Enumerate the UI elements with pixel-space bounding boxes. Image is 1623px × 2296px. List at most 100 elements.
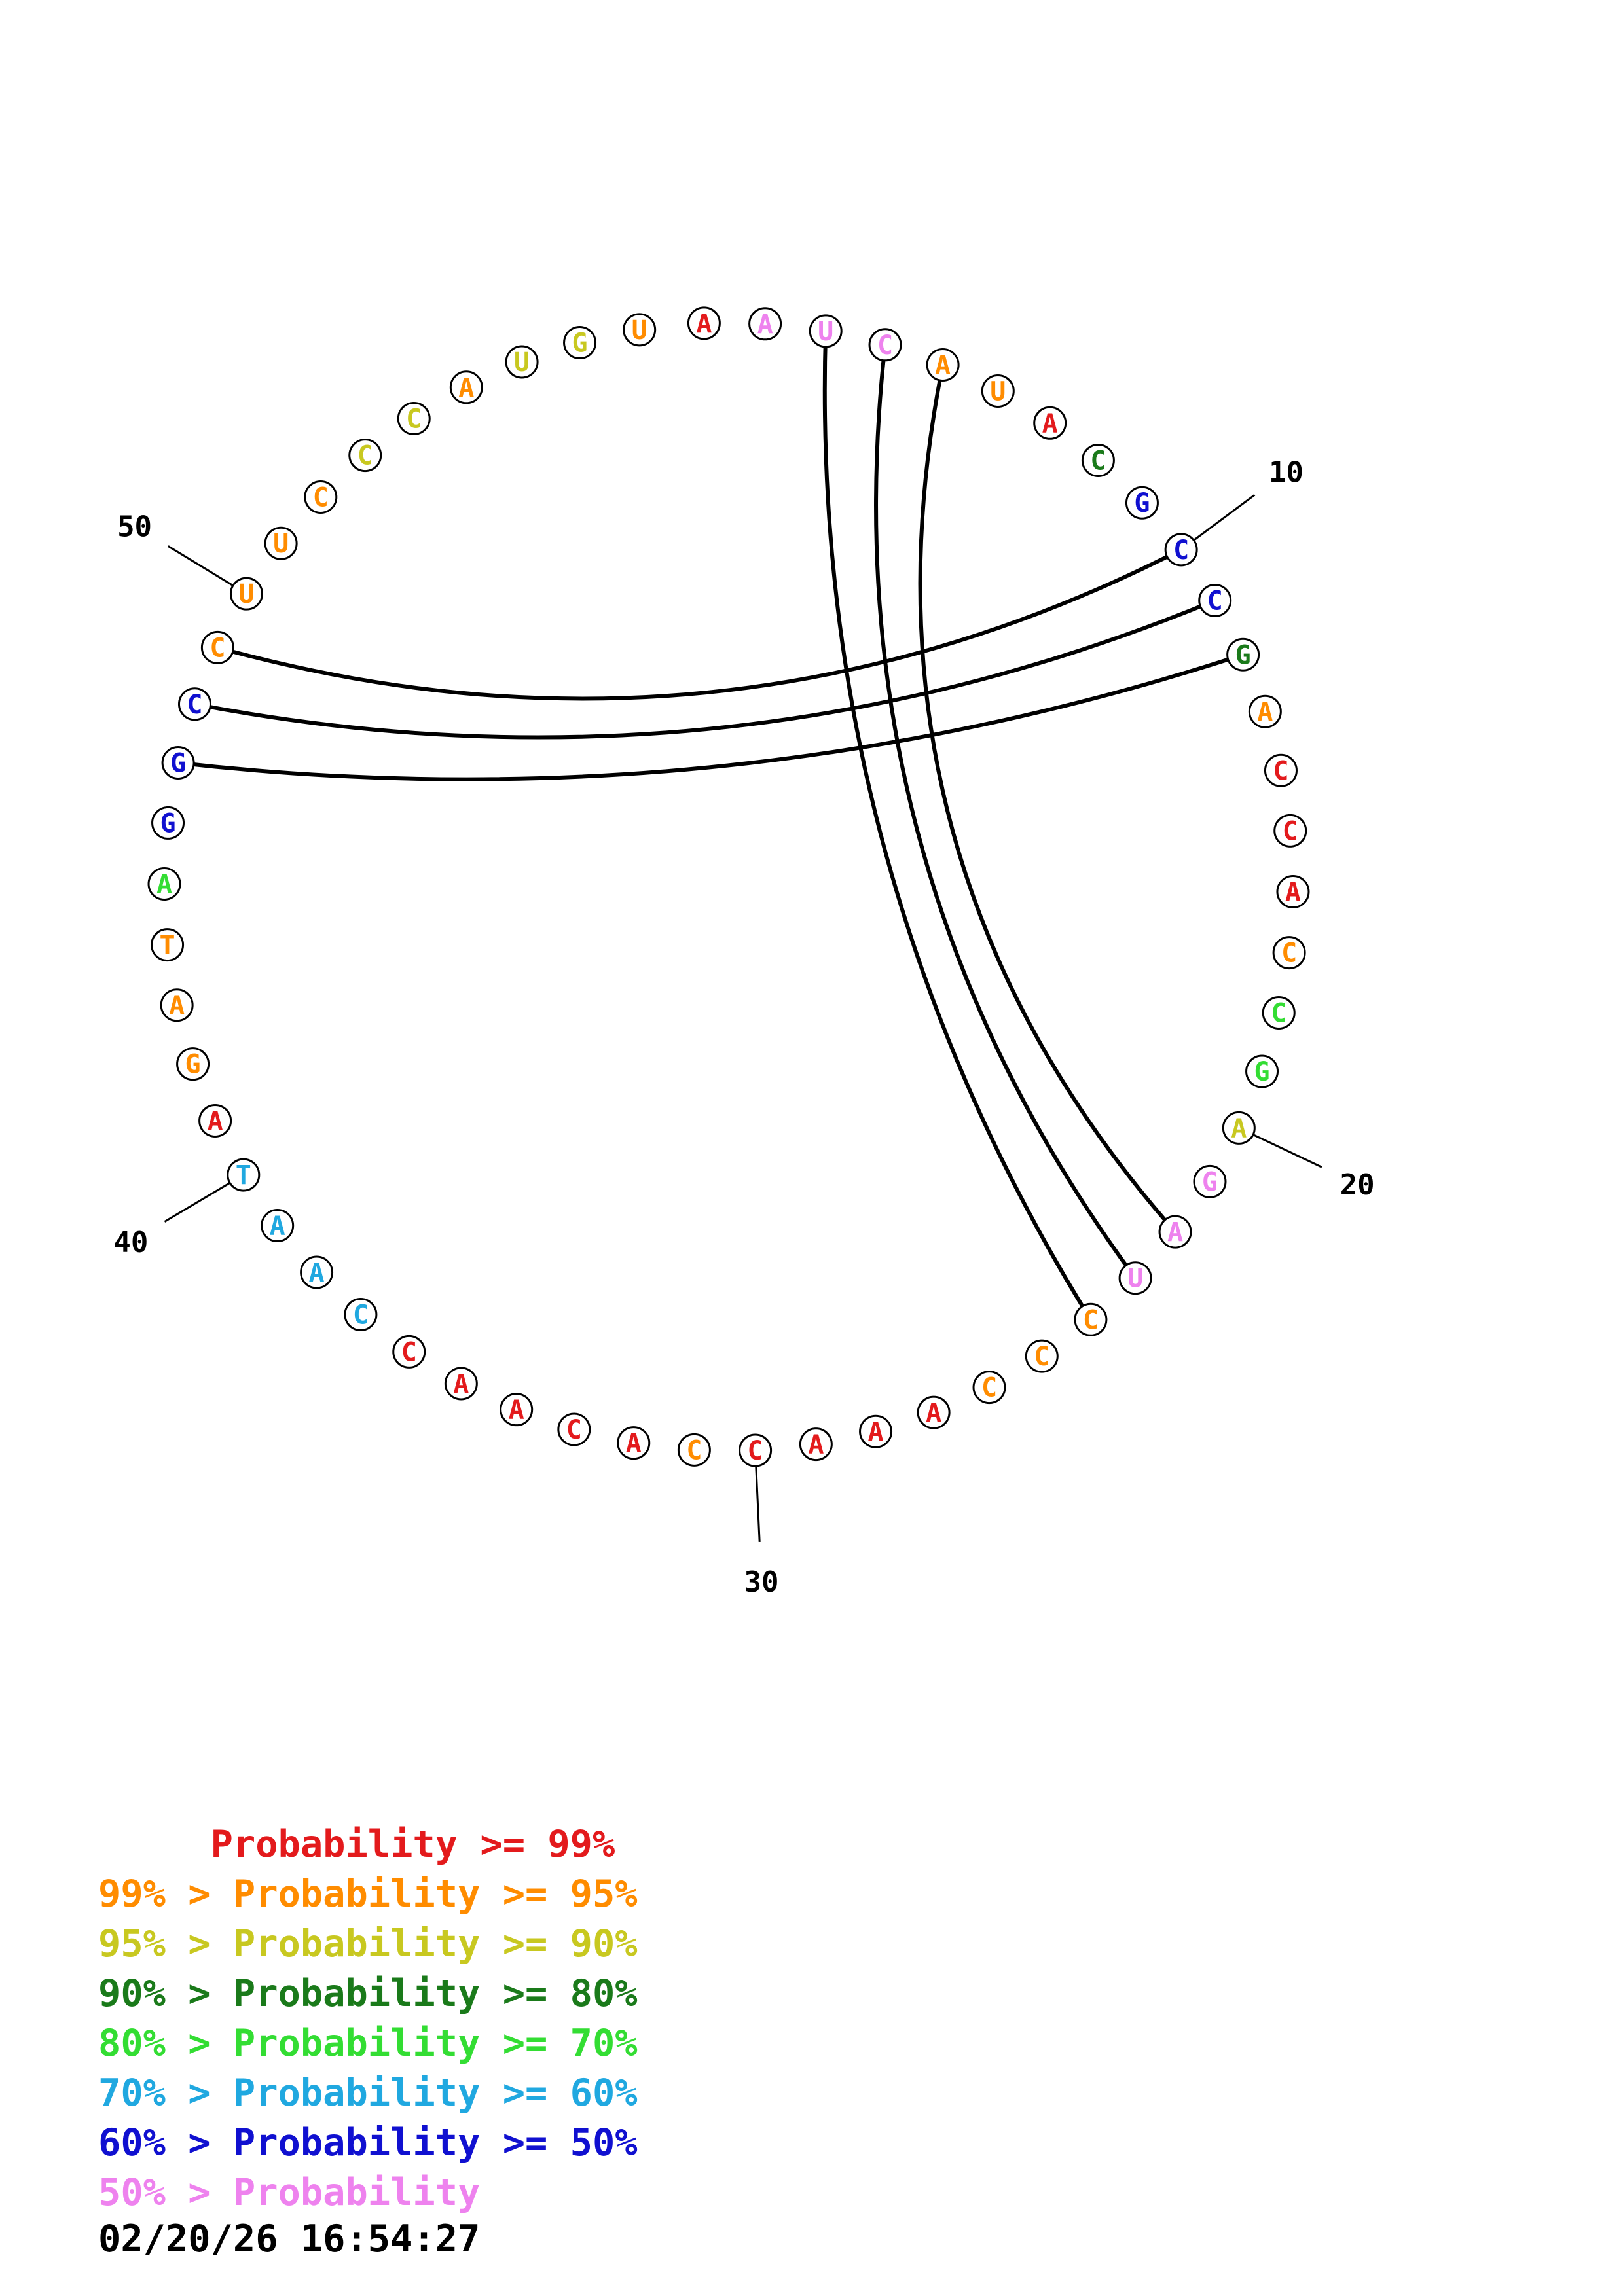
nucleotide: C bbox=[348, 439, 382, 473]
nucleotide-letter: A bbox=[1231, 1113, 1247, 1143]
probability-legend: Probability >= 99% 99% > Probability >= 9… bbox=[98, 1820, 638, 2217]
nucleotide-circle bbox=[1262, 996, 1296, 1030]
nucleotide: G bbox=[176, 1047, 210, 1081]
nucleotide: C bbox=[557, 1412, 591, 1446]
position-tick-line bbox=[1193, 493, 1256, 541]
nucleotide: A bbox=[449, 370, 483, 404]
nucleotide: C bbox=[177, 687, 211, 721]
nucleotide-letter: C bbox=[401, 1337, 417, 1367]
nucleotide: U bbox=[623, 313, 657, 347]
nucleotide: A bbox=[261, 1209, 295, 1243]
nucleotide-circle bbox=[1248, 694, 1282, 728]
nucleotide-letter: U bbox=[273, 529, 289, 559]
position-tick-line bbox=[164, 1182, 230, 1223]
nucleotide-letter: C bbox=[1173, 535, 1189, 565]
nucleotide-letter: A bbox=[309, 1258, 325, 1288]
position-tick-line bbox=[1252, 1134, 1322, 1168]
position-tick-line bbox=[755, 1465, 761, 1542]
nucleotide-circle bbox=[1273, 814, 1307, 848]
nucleotide-letter: C bbox=[1273, 756, 1288, 786]
nucleotide: C bbox=[677, 1433, 711, 1467]
nucleotide: G bbox=[563, 326, 597, 360]
nucleotide-circle bbox=[1264, 753, 1298, 787]
nucleotide: A bbox=[617, 1426, 651, 1460]
nucleotide-letter: G bbox=[185, 1050, 201, 1080]
nucleotide: A bbox=[147, 867, 181, 901]
nucleotide: U bbox=[505, 345, 539, 379]
nucleotide-circle bbox=[926, 348, 960, 382]
base-pair-arc bbox=[177, 653, 1244, 781]
nucleotide-circle bbox=[198, 1103, 232, 1138]
legend-entry: 70% > Probability >= 60% bbox=[98, 2072, 638, 2115]
nucleotide-letter: G bbox=[572, 329, 587, 359]
nucleotide-circle bbox=[1245, 1054, 1279, 1088]
position-label: 20 bbox=[1340, 1168, 1375, 1202]
nucleotide-letter: G bbox=[160, 808, 175, 838]
base-pair-arc bbox=[194, 598, 1216, 740]
nucleotide-letter: U bbox=[818, 317, 833, 347]
nucleotide-letter: C bbox=[1207, 586, 1223, 617]
nucleotide: C bbox=[1273, 814, 1307, 848]
nucleotide: A bbox=[160, 988, 194, 1022]
nucleotide-circle bbox=[1222, 1111, 1256, 1145]
nucleotide-circle bbox=[1198, 584, 1232, 618]
nucleotide-letter: C bbox=[353, 1300, 369, 1331]
base-pair-arc bbox=[822, 331, 1093, 1321]
nucleotide-letter: C bbox=[406, 404, 422, 435]
position-label: 40 bbox=[113, 1226, 148, 1259]
nucleotide: C bbox=[392, 1335, 426, 1369]
nucleotide-circle bbox=[1074, 1302, 1108, 1336]
nucleotide-letter: U bbox=[1127, 1264, 1143, 1294]
nucleotide: A bbox=[748, 307, 782, 341]
nucleotide-circle bbox=[151, 806, 185, 840]
nucleotide: C bbox=[1262, 996, 1296, 1030]
nucleotide: A bbox=[300, 1255, 334, 1289]
nucleotide-circle bbox=[177, 687, 211, 721]
nucleotide-letter: A bbox=[935, 350, 951, 380]
nucleotide-circle bbox=[972, 1371, 1006, 1405]
nucleotide-letter: G bbox=[1235, 640, 1251, 670]
nucleotide-circle bbox=[917, 1395, 951, 1429]
nucleotide: A bbox=[926, 348, 960, 382]
nucleotide-circle bbox=[687, 306, 721, 340]
nucleotide-circle bbox=[500, 1393, 534, 1427]
nucleotide-circle bbox=[868, 328, 902, 362]
nucleotide-circle bbox=[1164, 533, 1198, 567]
legend-entry: 99% > Probability >= 95% bbox=[98, 1873, 638, 1916]
legend-entry: 80% > Probability >= 70% bbox=[98, 2022, 638, 2065]
nucleotide-circle bbox=[1158, 1215, 1192, 1249]
nucleotide-circle bbox=[799, 1427, 833, 1462]
nucleotide: C bbox=[739, 1433, 773, 1467]
nucleotide-circle bbox=[344, 1298, 378, 1332]
nucleotide-circle bbox=[261, 1209, 295, 1243]
nucleotide-letter: C bbox=[1034, 1342, 1049, 1372]
legend-entry: Probability >= 99% bbox=[98, 1823, 615, 1866]
nucleotide-circle bbox=[348, 439, 382, 473]
nucleotide-letter: C bbox=[1283, 816, 1298, 846]
nucleotide: T bbox=[151, 928, 185, 962]
nucleotide: A bbox=[917, 1395, 951, 1429]
nucleotide-letter: C bbox=[210, 633, 225, 663]
nucleotide-letter: A bbox=[1285, 878, 1301, 908]
nucleotide: C bbox=[1272, 936, 1306, 970]
nucleotide-circle bbox=[300, 1255, 334, 1289]
nucleotide-letter: C bbox=[1271, 998, 1286, 1028]
nucleotide: G bbox=[151, 806, 185, 840]
nucleotide-circle bbox=[147, 867, 181, 901]
nucleotide-letter: A bbox=[1167, 1217, 1183, 1247]
nucleotide-circle bbox=[449, 370, 483, 404]
position-label: 30 bbox=[744, 1566, 779, 1599]
position-tick-line bbox=[168, 545, 234, 586]
nucleotide-letter: A bbox=[757, 310, 773, 340]
nucleotide-circle bbox=[1125, 486, 1159, 520]
nucleotide-letter: T bbox=[160, 931, 175, 961]
nucleotide: A bbox=[1222, 1111, 1256, 1145]
legend-entry: 50% > Probability bbox=[98, 2171, 481, 2214]
nucleotide: C bbox=[397, 402, 431, 436]
legend-entry: 60% > Probability >= 50% bbox=[98, 2121, 638, 2164]
nucleotide: G bbox=[161, 745, 195, 780]
nucleotide: G bbox=[1245, 1054, 1279, 1088]
nucleotide-circle bbox=[563, 326, 597, 360]
nucleotide: C bbox=[1198, 584, 1232, 618]
legend-entry: 95% > Probability >= 90% bbox=[98, 1922, 638, 1965]
